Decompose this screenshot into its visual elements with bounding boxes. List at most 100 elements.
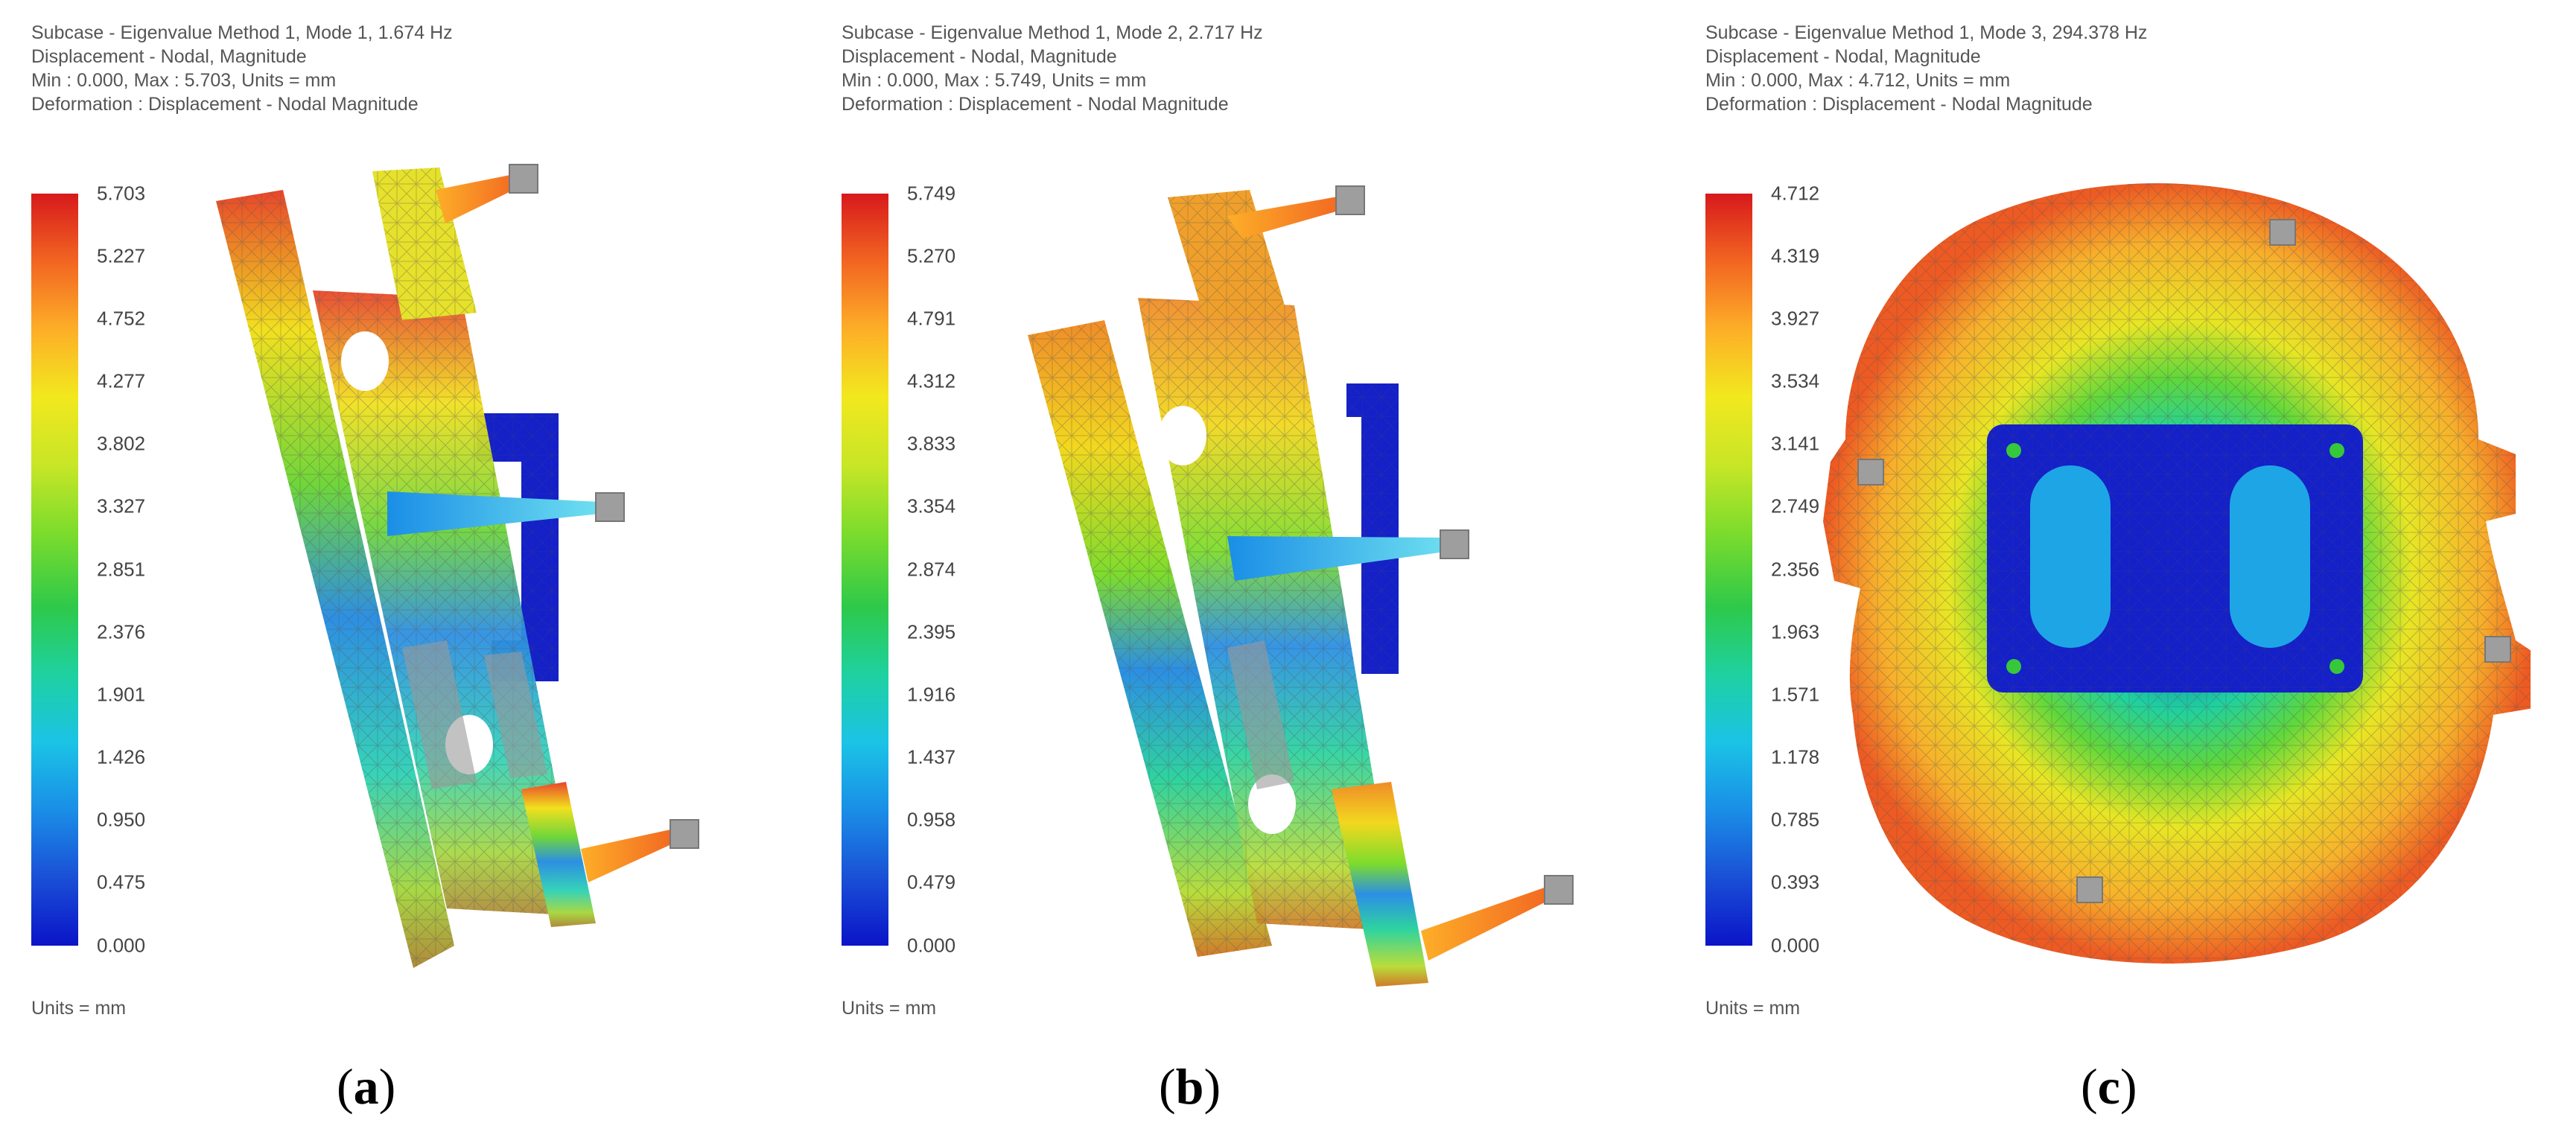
legend-tick: 1.571 (1771, 683, 1820, 706)
mode1-deformed-mesh (216, 164, 699, 968)
legend-tick: 0.000 (97, 934, 146, 957)
legend-tick: 3.354 (907, 494, 956, 518)
legend-tick: 4.791 (907, 307, 956, 330)
result-type-line: Displacement - Nodal, Magnitude (31, 46, 307, 67)
bolt-hole (2329, 659, 2344, 674)
bolt-hole (2329, 443, 2344, 458)
legend-tick: 2.356 (1771, 558, 1820, 581)
caption-open-paren: ( (337, 1058, 354, 1115)
legend-tick: 5.270 (907, 244, 956, 267)
bolt-hole (2006, 443, 2021, 458)
min-max-line: Min : 0.000, Max : 5.749, Units = mm (842, 70, 1147, 91)
color-legend-bar (1705, 194, 1752, 946)
panel-caption: (a) (337, 1057, 395, 1116)
constraint-arm-top (1227, 185, 1365, 238)
legend-tick-labels: 5.749 5.270 4.791 4.312 3.833 3.354 2.87… (907, 182, 1011, 957)
legend-tick: 4.312 (907, 369, 956, 392)
constraint-arm-mid (1227, 529, 1469, 581)
subcase-line: Subcase - Eigenvalue Method 1, Mode 1, 1… (31, 22, 453, 43)
fixed-bracket (477, 413, 559, 681)
legend-tick: 1.901 (97, 683, 146, 706)
legend-tick: 3.833 (907, 432, 956, 455)
legend-tick: 4.319 (1771, 244, 1820, 267)
legend-tick: 3.927 (1771, 307, 1820, 330)
legend-tick: 4.752 (97, 307, 146, 330)
units-label: Units = mm (31, 998, 127, 1019)
deformation-line: Deformation : Displacement - Nodal Magni… (1705, 94, 2093, 115)
fixed-bracket (1346, 383, 1399, 674)
deformation-line: Deformation : Displacement - Nodal Magni… (842, 94, 1229, 115)
caption-open-paren: ( (2081, 1058, 2098, 1115)
legend-tick: 5.227 (97, 244, 146, 267)
legend-tick: 2.749 (1771, 494, 1820, 518)
units-label: Units = mm (1705, 998, 1801, 1019)
legend-tick: 0.000 (1771, 934, 1820, 957)
caption-close-paren: ) (378, 1058, 396, 1115)
legend-tick: 4.712 (1771, 182, 1820, 205)
caption-close-paren: ) (2119, 1058, 2137, 1115)
min-max-line: Min : 0.000, Max : 5.703, Units = mm (31, 70, 337, 91)
legend-tick: 0.393 (1771, 870, 1820, 894)
panel-b: Subcase - Eigenvalue Method 1, Mode 2, 2… (810, 0, 1667, 1143)
legend-tick: 2.395 (907, 620, 956, 643)
legend-tick: 0.958 (907, 808, 956, 831)
constraint-node (1335, 185, 1365, 215)
legend-tick: 1.963 (1771, 620, 1820, 643)
min-max-line: Min : 0.000, Max : 4.712, Units = mm (1705, 70, 2011, 91)
legend-tick: 1.426 (97, 745, 146, 768)
legend-tick: 3.534 (1771, 369, 1820, 392)
constraint-node (2076, 876, 2103, 903)
legend-tick: 0.785 (1771, 808, 1820, 831)
constraint-node (509, 164, 538, 194)
legend-tick: 2.874 (907, 558, 956, 581)
units-label: Units = mm (842, 998, 937, 1019)
legend-tick: 0.479 (907, 870, 956, 894)
legend-tick: 3.327 (97, 494, 146, 518)
bolt-hole (2006, 659, 2021, 674)
result-type-line: Displacement - Nodal, Magnitude (842, 46, 1117, 67)
caption-letter: c (2097, 1058, 2120, 1115)
constraint-node (1544, 875, 1574, 905)
constraint-node (2269, 219, 2296, 246)
constraint-arm-top (436, 164, 538, 223)
constraint-arm-bottom (581, 819, 699, 882)
constraint-arm-mid (387, 491, 625, 536)
legend-tick: 2.851 (97, 558, 146, 581)
base-plate (1028, 320, 1272, 957)
result-header: Subcase - Eigenvalue Method 1, Mode 2, 2… (842, 21, 1263, 116)
constraint-arm-bottom (1421, 875, 1574, 961)
legend-tick: 5.749 (907, 182, 956, 205)
legend-tick: 1.437 (907, 745, 956, 768)
constraint-node (670, 819, 699, 849)
deformation-line: Deformation : Displacement - Nodal Magni… (31, 94, 419, 115)
base-plate (216, 190, 454, 968)
mode3-deformed-mesh (1823, 183, 2531, 964)
panel-caption: (c) (2081, 1057, 2137, 1116)
constraint-node (2484, 636, 2511, 663)
panel-caption: (b) (1159, 1057, 1221, 1116)
caption-letter: a (353, 1058, 379, 1115)
constraint-node (1440, 529, 1469, 559)
color-legend-bar (31, 194, 78, 946)
result-header: Subcase - Eigenvalue Method 1, Mode 3, 2… (1705, 21, 2147, 116)
mount-plate (313, 168, 596, 927)
result-type-line: Displacement - Nodal, Magnitude (1705, 46, 1981, 67)
mount-plate (1138, 190, 1428, 987)
legend-tick: 0.950 (97, 808, 146, 831)
caption-letter: b (1175, 1058, 1204, 1115)
legend-tick-labels: 5.703 5.227 4.752 4.277 3.802 3.327 2.85… (97, 182, 201, 957)
legend-tick: 0.475 (97, 870, 146, 894)
caption-close-paren: ) (1203, 1058, 1221, 1115)
constraint-node (1857, 459, 1884, 485)
legend-tick-labels: 4.712 4.319 3.927 3.534 3.141 2.749 2.35… (1771, 182, 1875, 957)
result-header: Subcase - Eigenvalue Method 1, Mode 1, 1… (31, 21, 453, 116)
caption-open-paren: ( (1159, 1058, 1176, 1115)
legend-tick: 1.916 (907, 683, 956, 706)
legend-tick: 3.802 (97, 432, 146, 455)
legend-tick: 1.178 (1771, 745, 1820, 768)
color-legend-bar (842, 194, 888, 946)
constraint-node (595, 492, 625, 522)
legend-tick: 3.141 (1771, 432, 1820, 455)
legend-tick: 2.376 (97, 620, 146, 643)
legend-tick: 5.703 (97, 182, 146, 205)
